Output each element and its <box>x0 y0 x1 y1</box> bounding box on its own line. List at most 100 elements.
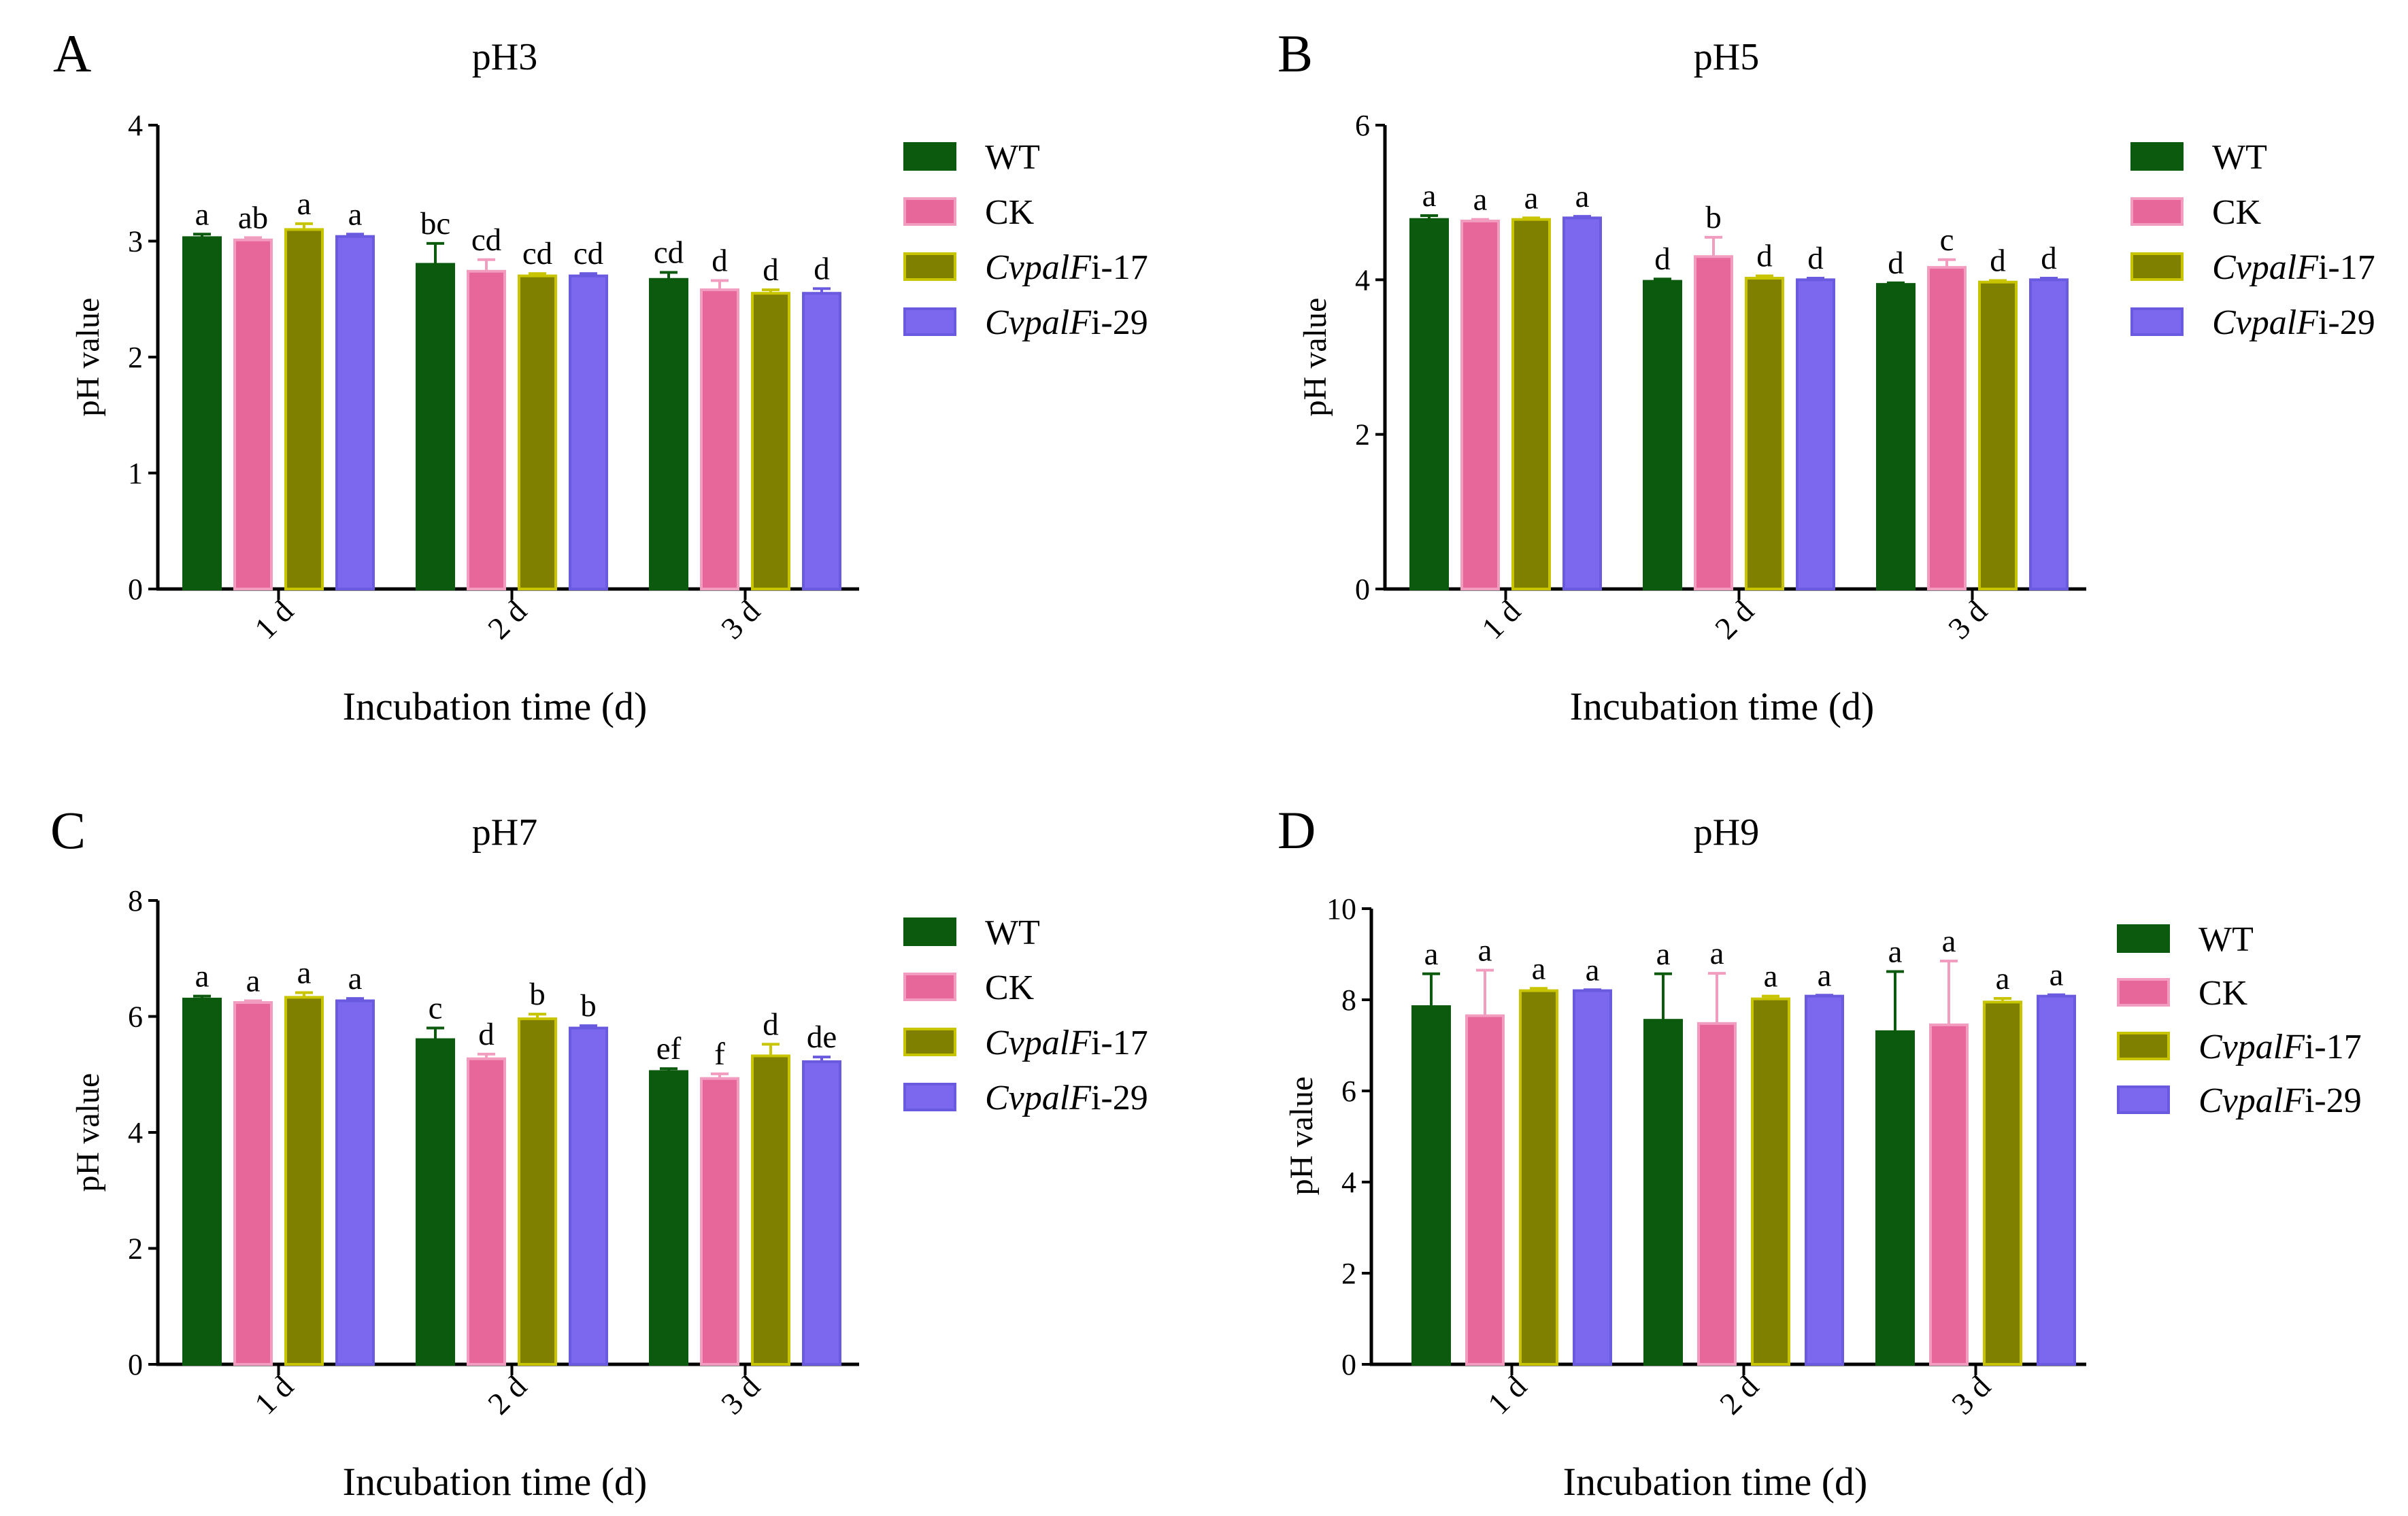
significance-label: a <box>1575 179 1590 214</box>
y-axis-title: pH value <box>1297 298 1333 417</box>
legend-label: CK <box>985 968 1035 1007</box>
significance-label: a <box>297 186 312 222</box>
legend-swatch <box>903 197 956 226</box>
y-tick-label: 0 <box>1355 573 1370 606</box>
y-tick-label: 4 <box>1341 1166 1356 1199</box>
y-tick-label: 8 <box>128 884 143 917</box>
y-tick-label: 6 <box>128 1000 143 1034</box>
bar-ck <box>233 238 273 591</box>
x-tick-label: 1 d <box>248 594 300 646</box>
significance-label: a <box>348 197 363 232</box>
significance-label: a <box>195 959 210 994</box>
significance-label: d <box>1756 239 1773 274</box>
y-axis-title: pH value <box>70 298 106 417</box>
bar-wt <box>1875 1030 1915 1366</box>
legend-label: CvpalFi-17 <box>985 1024 1148 1062</box>
significance-label: cd <box>522 236 552 271</box>
panel-letter: D <box>1277 801 1316 860</box>
y-tick-label: 4 <box>1355 263 1370 297</box>
bar-cvpalfi-17 <box>518 1017 557 1366</box>
bar-ck <box>700 288 739 590</box>
y-tick-label: 4 <box>128 109 143 142</box>
significance-label: cd <box>471 222 501 258</box>
x-tick-label: 3 d <box>1945 1369 1997 1421</box>
significance-label: a <box>348 961 363 996</box>
bar-cvpalfi-29 <box>569 274 608 590</box>
legend-swatch <box>2130 252 2184 281</box>
bar-wt <box>1643 1019 1683 1366</box>
y-tick-label: 8 <box>1341 983 1356 1017</box>
x-tick-label: 1 d <box>1481 1369 1533 1421</box>
significance-label: d <box>712 243 728 278</box>
significance-label: a <box>1422 178 1437 214</box>
legend-swatch <box>903 142 956 171</box>
significance-label: d <box>1654 241 1671 277</box>
bar-cvpalfi-29 <box>1573 989 1612 1366</box>
significance-label: b <box>580 988 597 1024</box>
y-axis-title: pH value <box>70 1073 106 1192</box>
significance-label: a <box>1478 932 1492 968</box>
significance-label: c <box>429 991 443 1026</box>
bar-cvpalfi-17 <box>1511 218 1551 590</box>
bar-wt <box>416 1038 455 1366</box>
significance-label: a <box>2050 958 2064 993</box>
significance-label: a <box>1996 961 2010 996</box>
significance-label: a <box>195 197 210 232</box>
bar-ck <box>1460 219 1500 590</box>
y-tick-label: 3 <box>128 225 143 258</box>
significance-label: a <box>1888 934 1903 969</box>
significance-label: d <box>1888 246 1904 281</box>
bar-ck <box>467 1057 506 1366</box>
significance-label: d <box>2041 241 2057 276</box>
significance-label: bc <box>420 206 450 241</box>
bar-ck <box>467 269 506 590</box>
significance-label: a <box>1532 951 1546 986</box>
x-tick-label: 2 d <box>481 1369 533 1421</box>
legend-swatch <box>903 1083 956 1111</box>
bar-wt <box>1643 280 1682 590</box>
legend-swatch <box>903 1028 956 1056</box>
y-tick-label: 2 <box>128 1232 143 1266</box>
bar-cvpalfi-29 <box>2029 278 2069 590</box>
significance-label: d <box>763 1007 779 1042</box>
legend-swatch <box>903 307 956 336</box>
significance-label: b <box>1705 200 1722 235</box>
bar-wt <box>182 997 222 1366</box>
bar-wt <box>182 236 222 590</box>
legend-label: CvpalFi-29 <box>985 303 1148 342</box>
legend-label: WT <box>985 138 1040 177</box>
y-axis-title: pH value <box>1284 1077 1320 1196</box>
bar-cvpalfi-17 <box>751 1054 790 1366</box>
y-tick-label: 0 <box>128 1348 143 1381</box>
legend-label: WT <box>2198 920 2254 959</box>
legend-label: WT <box>2212 138 2267 177</box>
legend-swatch <box>2130 142 2184 171</box>
bar-ck <box>1697 1022 1737 1366</box>
legend-label: WT <box>985 913 1040 952</box>
y-tick-label: 0 <box>1341 1348 1356 1381</box>
bar-cvpalfi-17 <box>518 274 557 590</box>
legend-swatch <box>903 252 956 281</box>
significance-label: a <box>1656 937 1671 972</box>
y-tick-label: 2 <box>1341 1257 1356 1290</box>
x-tick-label: 3 d <box>714 594 767 646</box>
significance-label: a <box>1942 924 1956 959</box>
chart-title: pH9 <box>1694 811 1759 854</box>
chart-title: pH7 <box>472 811 537 854</box>
bar-cvpalfi-29 <box>802 1060 841 1366</box>
bar-cvpalfi-29 <box>1796 278 1835 590</box>
significance-label: d <box>814 251 830 286</box>
significance-label: d <box>1807 241 1824 276</box>
legend-label: CvpalFi-29 <box>2212 303 2375 342</box>
legend-label: CvpalFi-29 <box>2198 1081 2362 1120</box>
legend-label: CvpalFi-17 <box>2198 1028 2362 1066</box>
bar-cvpalfi-17 <box>1978 280 2018 590</box>
bar-ck <box>233 1001 273 1366</box>
panel-letter: A <box>53 24 91 83</box>
significance-label: f <box>714 1037 725 1072</box>
bar-cvpalfi-17 <box>1745 277 1784 590</box>
